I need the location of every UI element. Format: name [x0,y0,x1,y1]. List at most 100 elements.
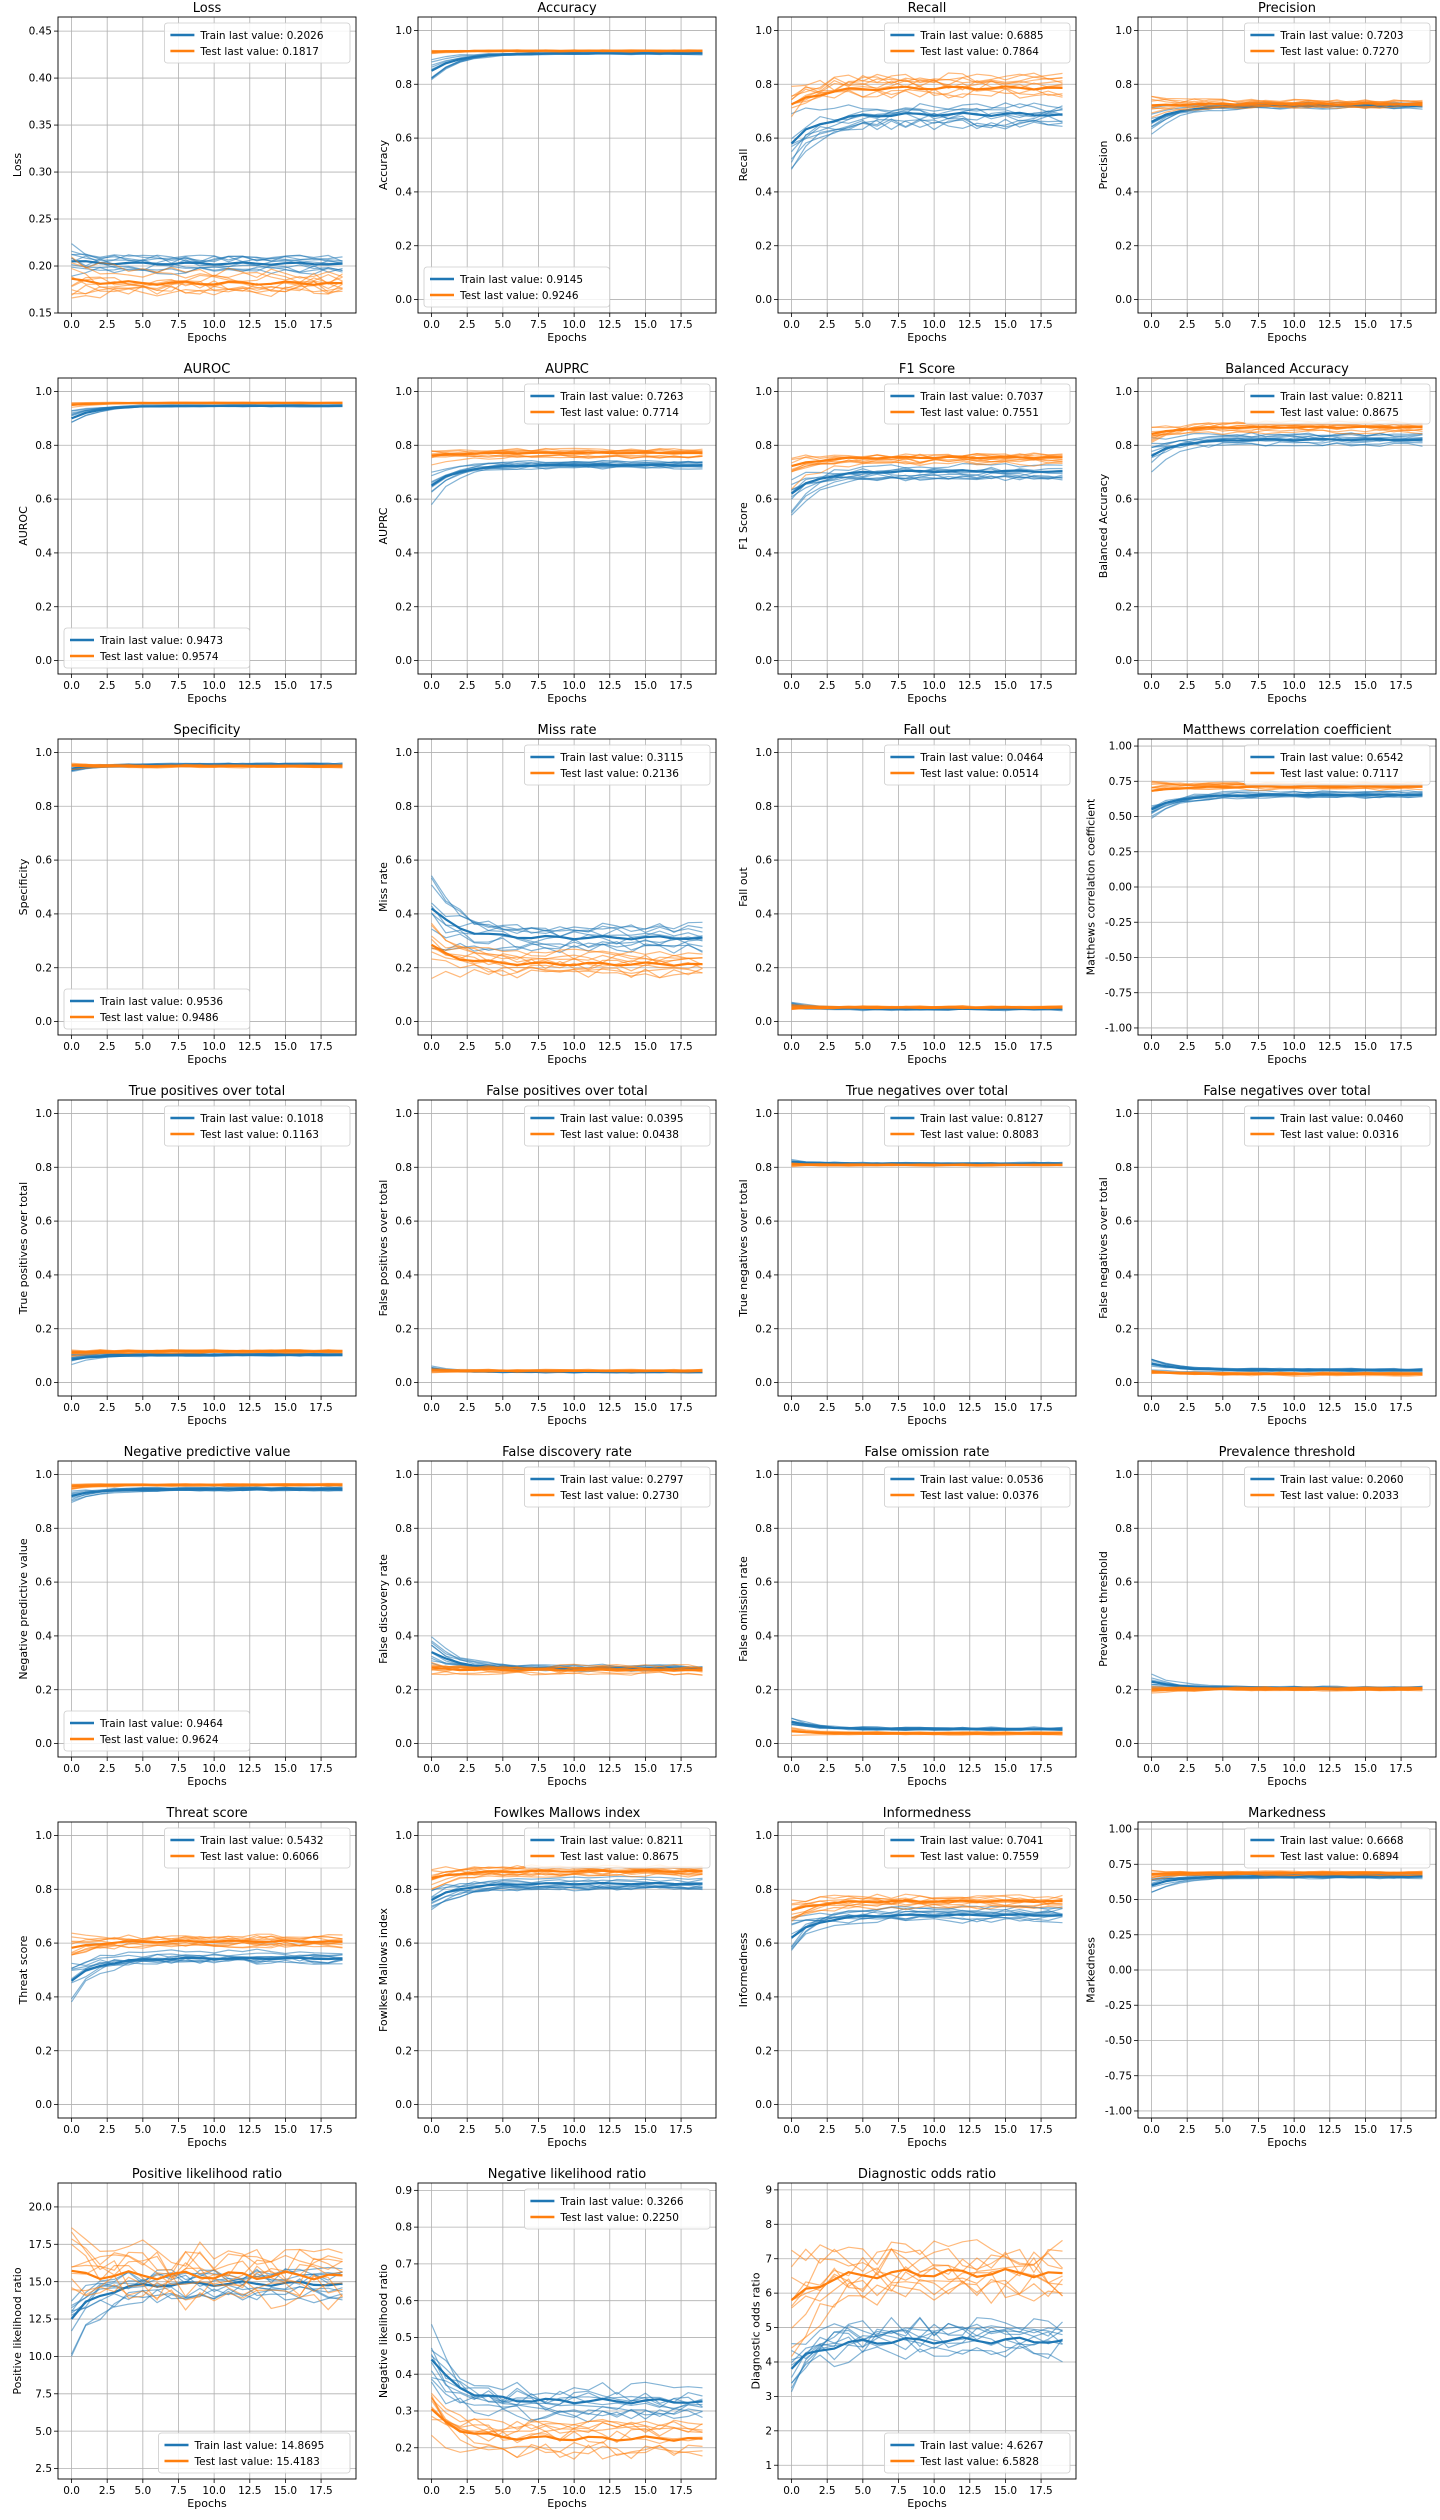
x-tick-label: 15.0 [1354,2124,1377,2136]
x-tick-label: 17.5 [1029,1402,1052,1414]
x-tick-label: 5.0 [1214,1402,1231,1414]
series-lines [1150,419,1423,473]
x-tick-label: 17.5 [1389,319,1412,331]
y-tick-label: 12.5 [29,2314,52,2326]
y-tick-label: -0.50 [1105,2035,1132,2047]
legend-label: Test last value: 0.0438 [559,1129,679,1141]
y-tick-label: 0.4 [395,1992,412,2004]
x-tick-label: 15.0 [274,1041,297,1053]
plot-area [778,1461,1076,1757]
y-tick-label: 0.0 [755,655,772,667]
legend-label: Train last value: 0.0460 [1279,1113,1403,1125]
run-line [430,2347,703,2416]
series-lines [430,1864,703,1911]
legend-label: Train last value: 0.9145 [459,274,583,286]
plot-area [58,1461,356,1757]
y-tick-label: -0.25 [1105,2000,1132,2012]
run-line [431,2398,703,2433]
legend-label: Test last value: 0.7551 [919,407,1039,419]
x-tick-label: 12.5 [1318,1041,1341,1053]
axes-frame [777,1099,1077,1397]
y-tick-label: 0.2 [755,240,772,252]
y-tick-label: -1.00 [1105,1023,1132,1035]
x-tick-label: 7.5 [890,1402,907,1414]
x-tick-label: 2.5 [819,319,836,331]
x-tick-label: 2.5 [819,1041,836,1053]
run-line [791,2338,1063,2364]
run-line [71,1952,343,2000]
x-tick-label: 5.0 [494,680,511,692]
x-tick-label: 10.0 [562,1763,585,1775]
x-axis-label: Epochs [907,1414,947,1427]
x-axis-label: Epochs [547,692,587,705]
subplot: 0.0 2.5 5.0 7.5 10.0 12.5 15.0 17.5 0.0 0.2 0.4 0.6… [377,1,717,344]
legend-label: Train last value: 0.8127 [919,1113,1043,1125]
run-line [431,1872,703,1890]
y-tick-label: 0.25 [29,214,52,226]
x-tick-label: 0.0 [63,2485,80,2497]
x-tick-label: 2.5 [1179,1763,1196,1775]
plot-area [778,1822,1076,2118]
x-axis-label: Epochs [187,2497,227,2510]
run-line [430,2397,703,2438]
run-line [791,72,1063,98]
run-line [431,935,703,962]
y-tick-label: 0.0 [395,2099,412,2111]
run-line [431,1885,703,1899]
run-line [431,946,703,957]
x-tick-label: 17.5 [1029,680,1052,692]
x-axis-label: Epochs [1267,1414,1307,1427]
x-tick-label: 15.0 [274,1763,297,1775]
chart-title: AUROC [184,362,231,377]
y-tick-label: 0.6 [35,855,52,867]
y-tick-label: 0.4 [755,1631,772,1643]
x-tick-label: 5.0 [134,2485,151,2497]
legend-label: Train last value: 0.6542 [1279,752,1403,764]
run-line [431,2434,703,2460]
run-line [71,2227,343,2267]
subplot: 0.0 2.5 5.0 7.5 10.0 12.5 15.0 17.5 0.15 0.20 0.25… [11,1,357,344]
x-tick-label: 5.0 [854,1041,871,1053]
legend-label: Test last value: 0.7117 [1279,768,1399,780]
mean-line [430,943,703,967]
y-tick-label: 1.0 [395,1108,412,1120]
axes-frame [417,1821,717,2119]
x-tick-label: 17.5 [1389,1763,1412,1775]
legend-box [158,2432,351,2474]
x-axis-label: Epochs [187,692,227,705]
y-axis-label: Threat score [17,1935,30,2005]
x-tick-label: 5.0 [1214,319,1231,331]
y-tick-label: 0.6 [755,494,772,506]
x-tick-label: 7.5 [170,680,187,692]
y-tick-label: 0.5 [395,2332,412,2344]
y-tick-label: 0.0 [1115,655,1132,667]
x-tick-label: 7.5 [170,1402,187,1414]
legend: Train last value: 0.7263 Test last value:… [524,383,711,425]
axes-frame [777,738,1077,1036]
y-tick-label: 0.0 [755,1377,772,1389]
legend-label: Test last value: 0.9574 [99,651,219,663]
mean-line [1151,1362,1423,1372]
plot-area [418,378,716,674]
y-tick-label: 0.0 [395,1016,412,1028]
x-tick-label: 15.0 [994,319,1017,331]
y-tick-label: 0.45 [29,26,52,38]
chart-title: Diagnostic odds ratio [858,2167,996,2182]
y-tick-label: 9 [765,2184,772,2196]
legend-label: Train last value: 0.7263 [559,391,683,403]
series-lines [70,1932,343,2003]
run-line [431,922,703,967]
y-tick-label: 0.2 [35,1684,52,1696]
mean-line [430,463,703,487]
axes-frame [777,2182,1077,2480]
y-tick-label: 0.2 [35,962,52,974]
legend-label: Test last value: 0.7864 [919,46,1039,58]
x-tick-label: 15.0 [634,1402,657,1414]
x-tick-label: 10.0 [202,1763,225,1775]
legend: Train last value: 0.9473 Test last value:… [63,627,251,669]
x-tick-label: 10.0 [1282,319,1305,331]
legend-label: Test last value: 0.2250 [559,2212,679,2224]
x-tick-label: 2.5 [459,319,476,331]
run-line [431,1884,703,1891]
y-tick-label: 0.8 [395,79,412,91]
